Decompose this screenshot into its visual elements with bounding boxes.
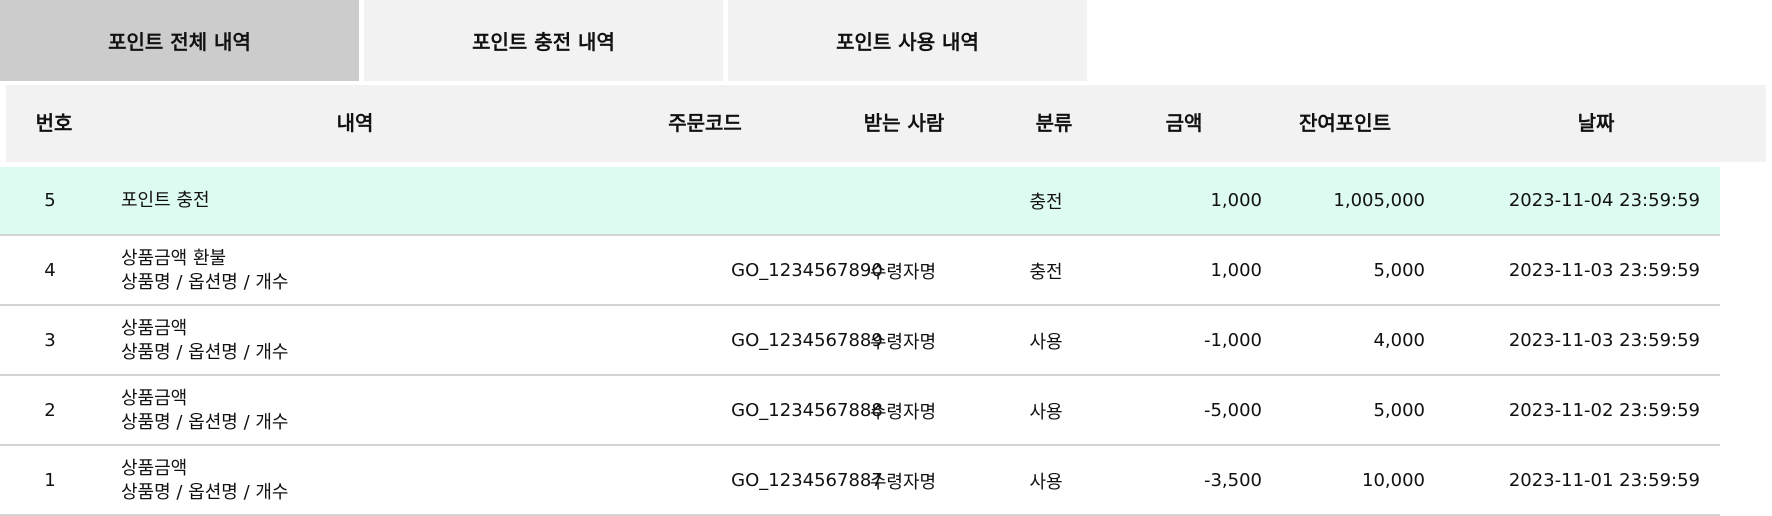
tab-charge-history[interactable]: 포인트 충전 내역 [364, 0, 723, 81]
row-title: 포인트 충전 [121, 189, 210, 211]
row-product-info: 상품명 / 옵션명 / 개수 [121, 481, 289, 503]
row-description: 상품금액 환불 상품명 / 옵션명 / 개수 [121, 237, 289, 304]
row-balance: 1,005,000 [1333, 190, 1425, 211]
row-balance: 4,000 [1373, 330, 1425, 351]
row-balance: 10,000 [1362, 470, 1425, 491]
row-date: 2023-11-04 23:59:59 [1508, 190, 1700, 211]
tab-usage-history[interactable]: 포인트 사용 내역 [728, 0, 1087, 81]
row-category: 사용 [1029, 401, 1063, 423]
row-receiver: 수령자명 [869, 331, 937, 353]
row-product-info: 상품명 / 옵션명 / 개수 [121, 341, 289, 363]
row-amount: -1,000 [1203, 330, 1262, 351]
header-balance: 잔여포인트 [1299, 111, 1391, 135]
row-order-code: GO_1234567888 [731, 400, 883, 421]
row-number: 3 [44, 330, 56, 351]
row-description: 상품금액 상품명 / 옵션명 / 개수 [121, 307, 289, 374]
row-balance: 5,000 [1373, 260, 1425, 281]
row-receiver: 수령자명 [869, 261, 937, 283]
table-row[interactable]: 1 상품금액 상품명 / 옵션명 / 개수 GO_1234567887 수령자명 사용 -3… [0, 447, 1720, 516]
row-date: 2023-11-03 23:59:59 [1508, 330, 1700, 351]
row-amount: -5,000 [1203, 400, 1262, 421]
header-order-code: 주문코드 [668, 111, 742, 135]
row-order-code: GO_1234567889 [731, 330, 883, 351]
row-product-info: 상품명 / 옵션명 / 개수 [121, 271, 289, 293]
tab-all-history[interactable]: 포인트 전체 내역 [0, 0, 359, 81]
header-amount: 금액 [1165, 111, 1203, 135]
row-category: 충전 [1029, 261, 1063, 283]
row-order-code: GO_1234567887 [731, 470, 883, 491]
row-amount: 1,000 [1210, 190, 1262, 211]
row-number: 2 [44, 400, 56, 421]
table-row[interactable]: 4 상품금액 환불 상품명 / 옵션명 / 개수 GO_1234567890 수령자명 충… [0, 237, 1720, 306]
row-date: 2023-11-01 23:59:59 [1508, 470, 1700, 491]
row-title: 상품금액 [121, 317, 188, 339]
row-description: 포인트 충전 [121, 167, 210, 234]
row-description: 상품금액 상품명 / 옵션명 / 개수 [121, 377, 289, 444]
row-date: 2023-11-03 23:59:59 [1508, 260, 1700, 281]
header-receiver: 받는 사람 [863, 111, 945, 135]
row-amount: -3,500 [1203, 470, 1262, 491]
table-header: 번호 내역 주문코드 받는 사람 분류 금액 잔여포인트 날짜 [6, 85, 1766, 162]
row-category: 사용 [1029, 471, 1063, 493]
row-description: 상품금액 상품명 / 옵션명 / 개수 [121, 447, 289, 514]
row-title: 상품금액 환불 [121, 247, 227, 269]
row-amount: 1,000 [1210, 260, 1262, 281]
row-receiver: 수령자명 [869, 401, 937, 423]
row-date: 2023-11-02 23:59:59 [1508, 400, 1700, 421]
row-number: 5 [44, 190, 56, 211]
row-title: 상품금액 [121, 457, 188, 479]
header-date: 날짜 [1577, 111, 1615, 135]
row-order-code: GO_1234567890 [731, 260, 883, 281]
row-category: 사용 [1029, 331, 1063, 353]
table-row[interactable]: 2 상품금액 상품명 / 옵션명 / 개수 GO_1234567888 수령자명 사용 -5… [0, 377, 1720, 446]
header-number: 번호 [35, 111, 73, 135]
row-category: 충전 [1029, 191, 1063, 213]
row-number: 1 [44, 470, 56, 491]
table-row[interactable]: 3 상품금액 상품명 / 옵션명 / 개수 GO_1234567889 수령자명 사용 -1… [0, 307, 1720, 376]
row-receiver: 수령자명 [869, 471, 937, 493]
header-category: 분류 [1035, 111, 1073, 135]
row-product-info: 상품명 / 옵션명 / 개수 [121, 411, 289, 433]
row-balance: 5,000 [1373, 400, 1425, 421]
table-row[interactable]: 5 포인트 충전 충전 1,000 1,005,000 2023-11-04 23:59:… [0, 167, 1720, 236]
header-description: 내역 [336, 111, 374, 135]
row-title: 상품금액 [121, 387, 188, 409]
row-number: 4 [44, 260, 56, 281]
